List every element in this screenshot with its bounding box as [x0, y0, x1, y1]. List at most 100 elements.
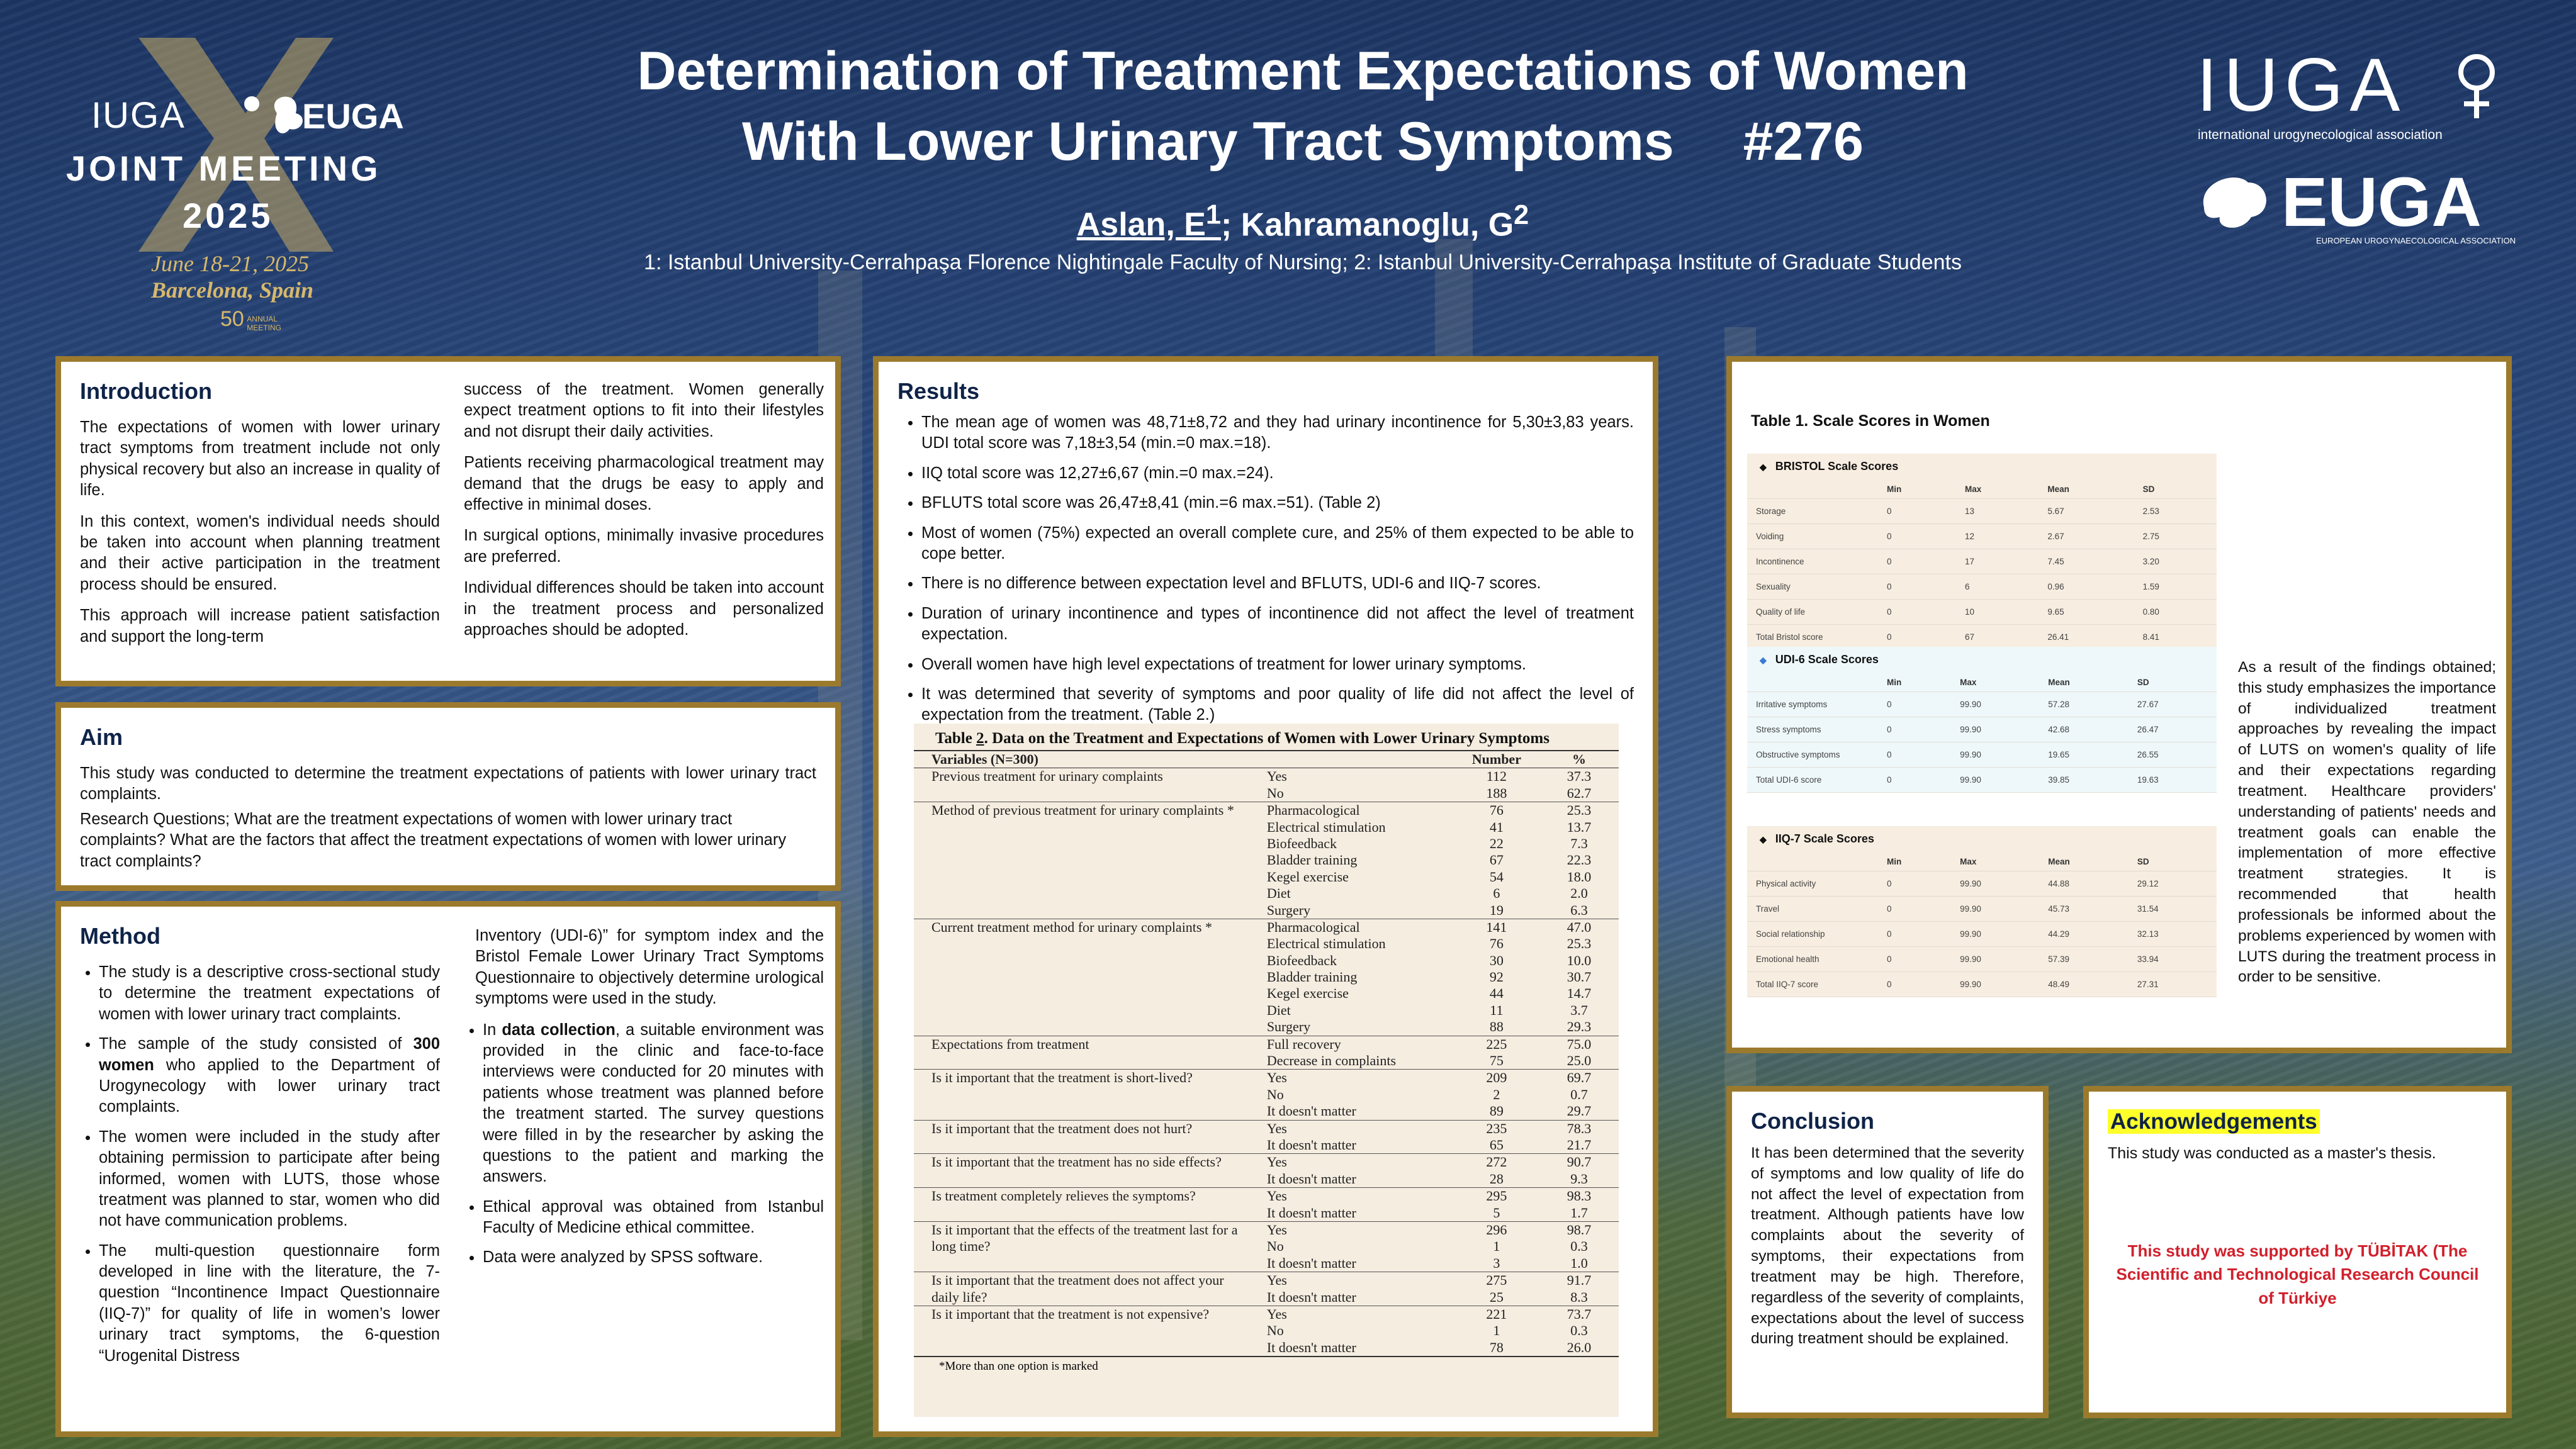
poster-title-line1: Determination of Treatment Expectations …: [637, 41, 1969, 101]
iiq-header-cell: [1747, 852, 1878, 871]
logo-euga-text: EUGA: [302, 96, 404, 136]
table-2-percent-cell: 3.7: [1570, 1002, 1588, 1018]
iiq-cell: Travel: [1747, 896, 1878, 922]
table-2-row: Is it important that the treatment is sh…: [914, 1069, 1619, 1121]
introduction-paragraph: Individual differences should be taken i…: [464, 579, 824, 639]
udi-cell: Irritative symptoms: [1747, 691, 1878, 717]
funding-statement: This study was supported by TÜBİTAK (The…: [2116, 1241, 2479, 1308]
table-2-number-cell: 5: [1493, 1204, 1500, 1221]
aim-research-questions: Research Questions; What are the treatme…: [80, 810, 787, 870]
table-2-header-percent: %: [1539, 750, 1619, 769]
iiq-cell: 0: [1878, 946, 1952, 972]
table-2-number-cell: 6: [1493, 885, 1500, 902]
bristol-header-cell: SD: [2134, 479, 2217, 499]
table-2-option-cell: Biofeedback: [1266, 835, 1337, 851]
table-2-row: It doesn't matter 25 8.3: [914, 1289, 1619, 1306]
iiq-header-row: Min Max Mean SD: [1747, 852, 2217, 871]
table-2-option-cell: No: [1266, 1086, 1284, 1102]
table-2-row: No 1 0.3: [914, 1323, 1619, 1339]
udi-cell: 0: [1878, 767, 1952, 793]
table-2-title-text: . Data on the Treatment and Expectations…: [984, 730, 1550, 747]
udi-table: ◆ UDI-6 Scale Scores Min Max Mean SD Irritati…: [1747, 647, 2217, 793]
table-2-number-cell: 41: [1489, 819, 1504, 835]
iiq-row: Emotional health 0 99.90 57.39 33.94: [1747, 946, 2217, 972]
table-2-percent-cell: 0.3: [1570, 1238, 1588, 1255]
table-2-number-cell: 1: [1493, 1323, 1500, 1339]
table-2-row: Biofeedback 22 7.3: [914, 836, 1619, 852]
aim-paragraph: This study was conducted to determine th…: [80, 764, 816, 803]
iiq-cell: 31.54: [2128, 896, 2217, 922]
table-2-option-cell: It doesn't matter: [1266, 1170, 1356, 1187]
table-2-row: It doesn't matter 78 26.0: [914, 1340, 1619, 1356]
method-panel: Method The study is a descriptive cross-…: [55, 901, 841, 1437]
authors: Aslan, E1; Kahramanoglu, G2: [831, 200, 1775, 243]
bristol-cell: 0: [1878, 498, 1957, 524]
table-2-option-cell: It doesn't matter: [1266, 1136, 1356, 1153]
table-2-variable-cell: Previous treatment for urinary complaint…: [914, 768, 1259, 802]
bristol-cell: 0: [1878, 523, 1957, 549]
table-2-percent-cell: 25.0: [1566, 1053, 1592, 1069]
table-2-option-cell: It doesn't matter: [1266, 1339, 1356, 1355]
table-2-option-cell: Full recovery: [1259, 1035, 1454, 1053]
introduction-paragraph: This approach will increase patient sati…: [80, 607, 440, 646]
bristol-cell: 3.20: [2134, 549, 2217, 574]
table-1-panel: Table 1. Scale Scores in Women ◆ BRISTOL …: [1726, 356, 2512, 1053]
bristol-header-row: Min Max Mean SD: [1747, 479, 2217, 499]
results-item: IIQ total score was 12,27±6,67 (min.=0 m…: [921, 463, 1634, 484]
table-2-option-cell: Decrease in complaints: [1266, 1053, 1397, 1069]
acknowledgements-heading: Acknowledgements: [2108, 1108, 2487, 1134]
bristol-cell: 0.96: [2039, 574, 2134, 600]
table-2-number-cell: 25: [1489, 1289, 1504, 1305]
table-2-number-cell: 92: [1489, 969, 1504, 985]
bristol-cell: 2.75: [2134, 523, 2217, 549]
bristol-cell: 67: [1956, 624, 2039, 650]
table-2-row: Electrical stimulation 41 13.7: [914, 819, 1619, 836]
bristol-cell: 13: [1956, 498, 2039, 524]
iiq-cell: 99.90: [1951, 871, 2040, 897]
table-2-option-cell: Electrical stimulation: [1266, 936, 1386, 952]
table-2-variable-cell: Current treatment method for urinary com…: [914, 918, 1259, 1036]
bristol-cell: 7.45: [2039, 549, 2134, 574]
udi-row: Irritative symptoms 0 99.90 57.28 27.67: [1747, 691, 2217, 717]
iiq-cell: 99.90: [1951, 946, 2040, 972]
table-2-number-cell: 188: [1486, 785, 1507, 801]
table-2-row: Bladder training 92 30.7: [914, 969, 1619, 985]
table-2-number-cell: 295: [1453, 1187, 1539, 1205]
udi-cell: 42.68: [2039, 717, 2129, 742]
udi-header-cell: [1747, 673, 1878, 692]
iiq-row: Social relationship 0 99.90 44.29 32.13: [1747, 921, 2217, 947]
bristol-header-cell: [1747, 479, 1878, 499]
bristol-cell: 17: [1956, 549, 2039, 574]
bristol-row: Incontinence 0 17 7.45 3.20: [1747, 549, 2217, 574]
table-2-option-cell: Diet: [1266, 885, 1291, 902]
udi-row: Obstructive symptoms 0 99.90 19.65 26.55: [1747, 742, 2217, 768]
euga-mark-icon: [2203, 177, 2266, 228]
table-2-percent-cell: 30.7: [1566, 969, 1592, 985]
method-item: The sample of the study consisted of 300…: [99, 1034, 440, 1118]
iiq-row: Travel 0 99.90 45.73 31.54: [1747, 896, 2217, 922]
table-2-option-cell: Surgery: [1266, 1019, 1311, 1035]
table-2-row: Surgery 88 29.3: [914, 1019, 1619, 1036]
table-2-percent-cell: 18.0: [1566, 868, 1592, 885]
table-2-footnote: *More than one option is marked: [914, 1356, 1619, 1376]
logo-year-text: 2025: [183, 196, 274, 235]
table-2-option-cell: Kegel exercise: [1266, 868, 1349, 885]
bristol-cell: Sexuality: [1747, 574, 1878, 600]
udi-cell: 57.28: [2039, 691, 2129, 717]
introduction-column-1: The expectations of women with lower uri…: [80, 417, 440, 657]
acknowledgements-text: This study was conducted as a master's t…: [2108, 1144, 2436, 1162]
table-2-option-cell: Bladder training: [1266, 969, 1358, 985]
table-2: Table 2. Data on the Treatment and Expec…: [914, 724, 1619, 1417]
table-2-number-cell: 1: [1493, 1238, 1500, 1255]
method-column-1: The study is a descriptive cross-section…: [80, 962, 440, 1375]
iiq-row: Physical activity 0 99.90 44.88 29.12: [1747, 871, 2217, 897]
method-item: In data collection, a suitable environme…: [483, 1020, 824, 1188]
iiq-cell: 44.29: [2039, 921, 2129, 947]
table-2-variable-cell: Method of previous treatment for urinary…: [914, 802, 1259, 919]
table-2-header-row: Variables (N=300) Number %: [914, 750, 1619, 769]
bristol-row: Quality of life 0 10 9.65 0.80: [1747, 599, 2217, 625]
method-list-2: In data collection, a suitable environme…: [464, 1020, 824, 1268]
iiq-cell: 45.73: [2039, 896, 2129, 922]
table-2-option-cell: No: [1266, 785, 1284, 801]
iiq-cell: Physical activity: [1747, 871, 1878, 897]
